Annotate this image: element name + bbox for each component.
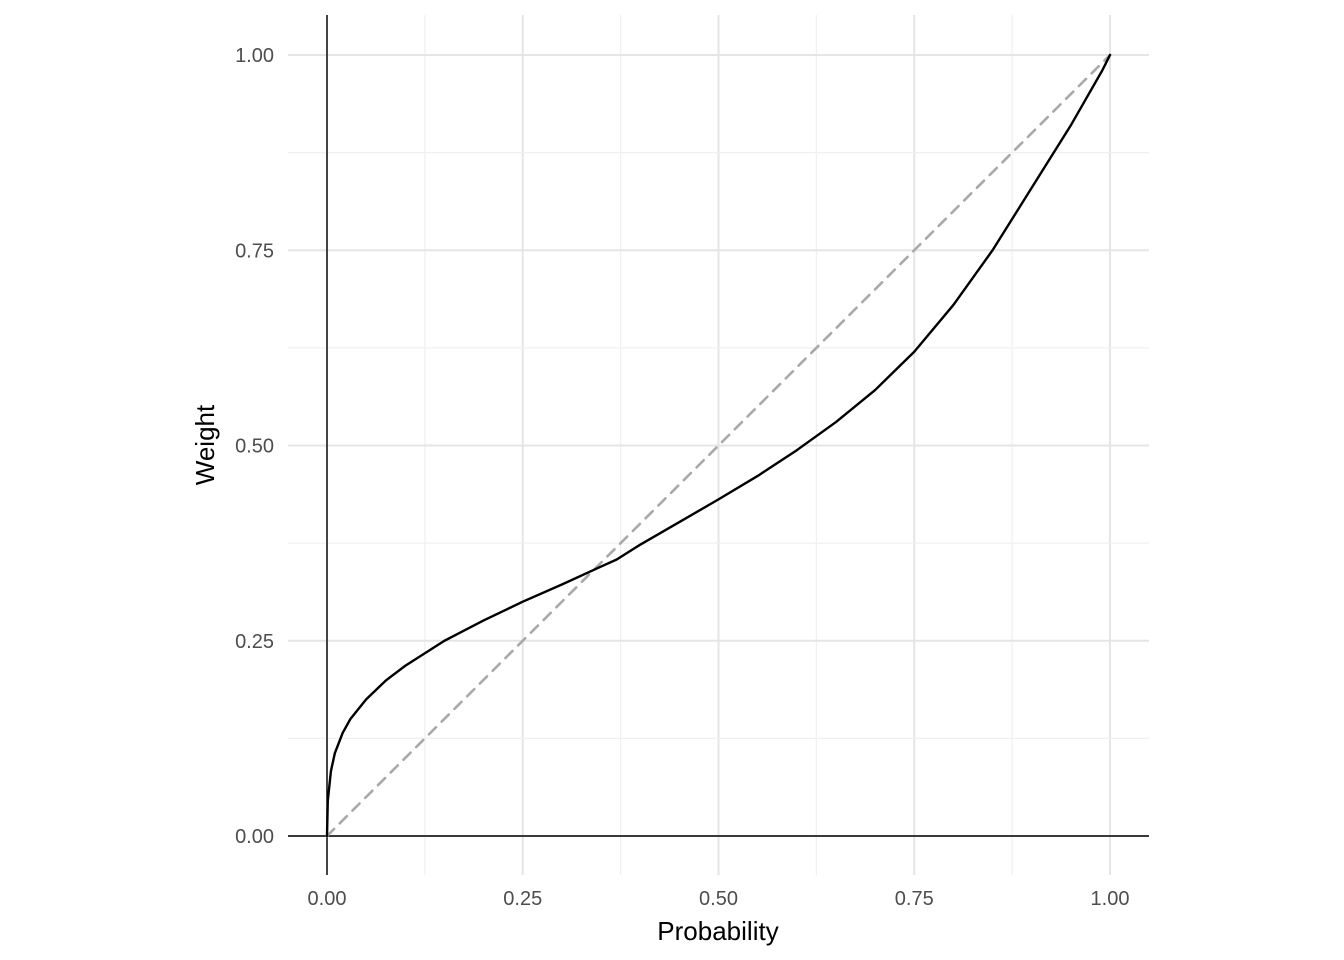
weighting-curve [325,53,1112,838]
x-tick-label: 1.00 [1091,888,1130,910]
axes [288,15,1149,875]
x-tick-label: 0.75 [895,888,934,910]
grid [288,15,1149,875]
y-tick-label: 0.50 [235,436,274,458]
x-tick-label: 0.25 [503,888,542,910]
identity-reference-line [325,53,1112,838]
y-tick-label: 1.00 [235,45,274,67]
x-axis-title: Probability [657,916,778,946]
y-axis-title: Weight [190,404,220,485]
series [325,53,1112,838]
y-tick-label: 0.75 [235,240,274,262]
y-tick-label: 0.00 [235,826,274,848]
x-tick-label: 0.50 [699,888,738,910]
tick-labels: 0.00 0.25 0.50 0.75 1.00 0.00 0.25 0.50 0.75 1.00 [235,45,1129,910]
x-tick-label: 0.00 [308,888,347,910]
y-tick-label: 0.25 [235,631,274,653]
